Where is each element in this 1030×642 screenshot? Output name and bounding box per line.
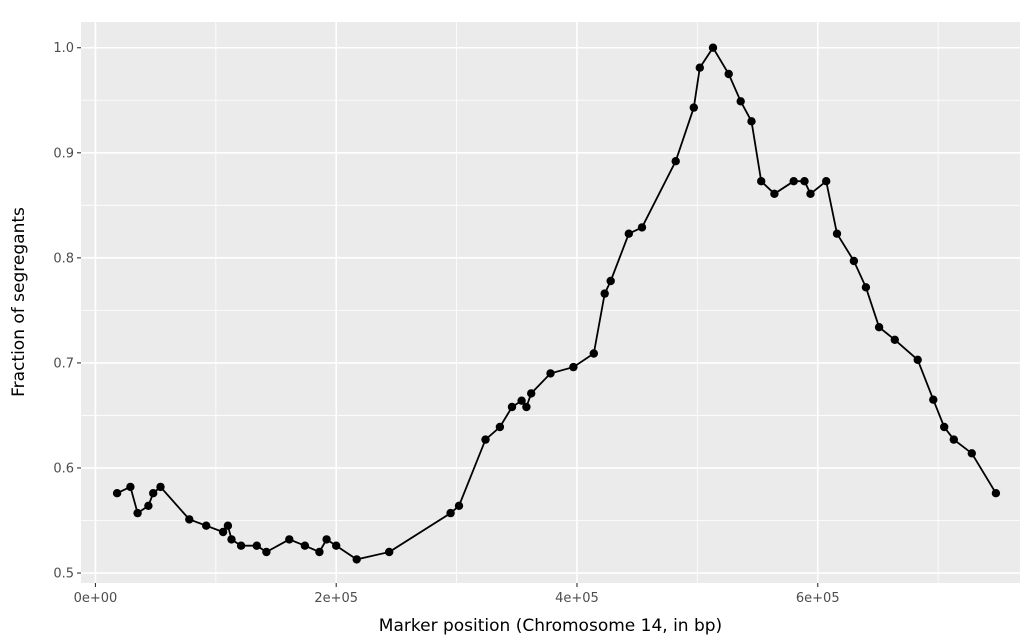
data-point	[223, 521, 233, 530]
data-point	[126, 482, 135, 492]
data-point	[202, 521, 211, 530]
data-point	[724, 69, 733, 79]
data-point	[991, 489, 1001, 498]
data-point	[218, 527, 228, 537]
data-point	[144, 501, 153, 510]
data-point	[624, 229, 633, 238]
data-point	[890, 335, 899, 344]
data-point	[112, 489, 122, 498]
data-point	[770, 189, 779, 198]
plot-panel	[81, 22, 1020, 583]
data-point	[949, 435, 958, 444]
data-point	[671, 157, 680, 166]
data-point	[913, 355, 922, 364]
data-point	[517, 396, 526, 405]
data-point	[285, 535, 294, 544]
data-point	[481, 435, 490, 444]
data-point	[637, 223, 647, 232]
data-point	[569, 362, 578, 372]
y-tick-label: 0.9	[53, 146, 74, 161]
x-axis-title: Marker position (Chromosome 14, in bp)	[379, 616, 722, 636]
data-point	[300, 541, 310, 550]
data-point	[252, 541, 261, 550]
data-point	[454, 501, 464, 510]
data-point	[695, 63, 704, 72]
minor-gridlines	[81, 22, 1020, 583]
data-point	[446, 508, 455, 518]
data-point	[236, 541, 246, 550]
data-point	[156, 482, 165, 492]
data-point	[800, 177, 809, 186]
y-tick-label: 1.0	[53, 41, 74, 56]
data-point	[546, 369, 555, 378]
data-point	[385, 547, 394, 557]
data-point	[736, 97, 745, 106]
data-point	[757, 177, 766, 186]
data-point	[507, 402, 517, 412]
x-tick-label: 6e+05	[796, 591, 840, 606]
x-tick-label: 4e+05	[555, 591, 599, 606]
y-tick-label: 0.7	[53, 356, 74, 371]
data-point	[861, 283, 871, 292]
data-point	[495, 422, 505, 432]
data-point	[822, 177, 831, 186]
data-point	[747, 117, 756, 126]
x-tick-label: 0e+00	[74, 591, 118, 606]
data-point	[149, 489, 158, 498]
data-point	[874, 323, 884, 332]
data-point	[689, 103, 698, 112]
x-tick-label: 2e+05	[314, 591, 358, 606]
y-axis-title: Fraction of segregants	[9, 207, 29, 397]
y-tick-label: 0.6	[53, 461, 74, 476]
data-point	[332, 541, 341, 550]
data-point	[606, 276, 615, 286]
data-point	[600, 289, 609, 298]
x-axis: 0e+00 2e+05 4e+05 6e+05	[74, 583, 840, 606]
y-axis: 0.5 0.6 0.7 0.8 0.9 1.0	[53, 41, 81, 582]
data-point	[227, 535, 236, 544]
data-point	[849, 256, 859, 266]
data-point	[527, 389, 536, 398]
data-point	[185, 515, 194, 524]
data-point	[133, 508, 142, 518]
data-series	[112, 43, 1001, 564]
data-point	[315, 547, 324, 557]
major-gridlines	[81, 22, 1020, 583]
data-point	[806, 189, 815, 198]
data-point	[352, 555, 361, 564]
data-point	[589, 349, 598, 358]
data-point	[789, 177, 798, 186]
data-point	[522, 402, 531, 412]
data-point	[940, 422, 949, 432]
data-point	[262, 547, 271, 557]
data-point	[322, 535, 331, 544]
y-tick-label: 0.5	[53, 567, 74, 582]
data-point	[832, 229, 842, 238]
data-point	[967, 449, 976, 458]
data-point	[929, 395, 938, 404]
data-point	[708, 43, 718, 52]
y-tick-label: 0.8	[53, 251, 74, 266]
